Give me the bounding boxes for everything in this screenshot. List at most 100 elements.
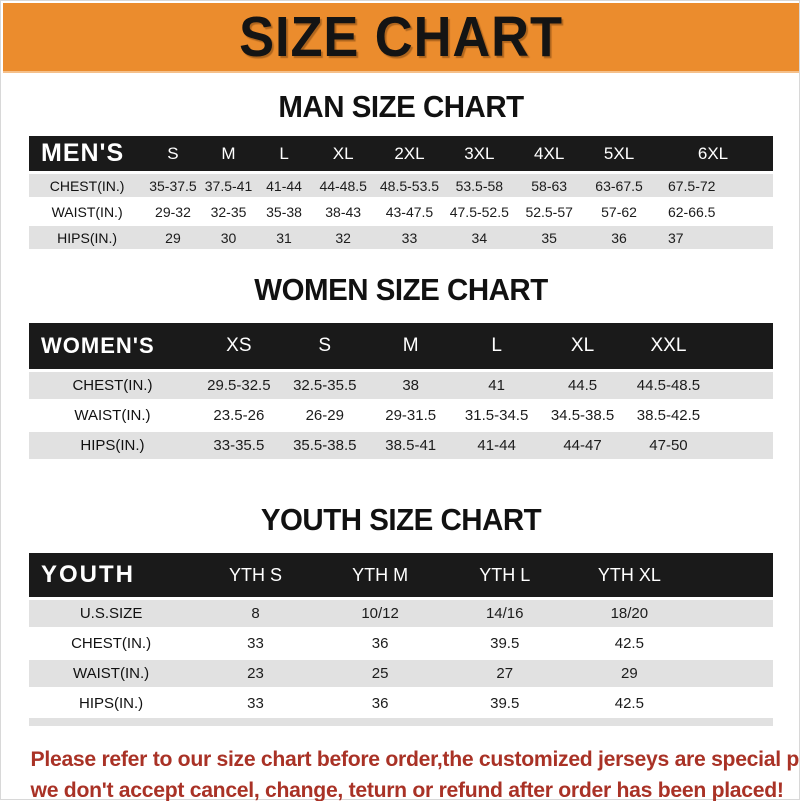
footer-line-1: Please refer to our size chart before or…	[30, 747, 800, 771]
size-value: 27	[442, 660, 568, 687]
row-label: WAIST(IN.)	[29, 200, 146, 223]
size-value: 36	[584, 226, 654, 249]
table-header-row: WOMEN'S XS S M L XL XXL	[29, 323, 773, 369]
size-value: 35-37.5	[145, 174, 201, 197]
size-value: 39.5	[442, 630, 568, 657]
size-value: 23.5-26	[195, 402, 282, 429]
table-row: CHEST(IN.) 33 36 39.5 42.5	[29, 630, 773, 657]
size-value: 38-43	[311, 200, 375, 223]
size-value: 14/16	[442, 600, 568, 627]
size-value: 29-31.5	[367, 402, 454, 429]
size-value: 41-44	[453, 432, 540, 459]
row-label: CHEST(IN.)	[29, 174, 146, 197]
size-value: 29	[145, 226, 201, 249]
table-header-row: MEN'S S M L XL 2XL 3XL 4XL 5XL 6XL	[29, 136, 773, 171]
size-value: 37	[653, 226, 773, 249]
column-header: S	[145, 136, 201, 171]
section-heading-women: WOMEN SIZE CHART	[254, 272, 548, 307]
mens-size-table: MEN'S S M L XL 2XL 3XL 4XL 5XL 6XL CHEST(IN.) 35-37…	[29, 133, 773, 252]
size-value: 33	[374, 226, 445, 249]
size-value: 32.5-35.5	[281, 372, 368, 399]
row-spacer	[691, 630, 773, 657]
size-value: 53.5-58	[444, 174, 515, 197]
womens-size-table: WOMEN'S XS S M L XL XXL CHEST(IN.) 29.5-32.5 32.5…	[29, 320, 773, 462]
row-label: CHEST(IN.)	[29, 372, 196, 399]
youth-table-wrap: YOUTH YTH S YTH M YTH L YTH XL U.S.SIZE 8 10/12…	[29, 550, 773, 720]
size-value: 62-66.5	[653, 200, 773, 223]
size-value: 25	[317, 660, 443, 687]
mens-table-wrap: MEN'S S M L XL 2XL 3XL 4XL 5XL 6XL CHEST(IN.) 35-37…	[29, 133, 773, 252]
row-label: U.S.SIZE	[29, 600, 194, 627]
size-value: 44.5-48.5	[625, 372, 712, 399]
column-header: L	[453, 323, 540, 369]
size-value: 26-29	[281, 402, 368, 429]
size-value: 38	[367, 372, 454, 399]
row-label: HIPS(IN.)	[29, 432, 196, 459]
size-value: 43-47.5	[374, 200, 445, 223]
size-value: 47.5-52.5	[444, 200, 515, 223]
size-value: 23	[193, 660, 318, 687]
table-row: CHEST(IN.) 35-37.5 37.5-41 41-44 44-48.5 48.5…	[29, 174, 773, 197]
size-value: 42.5	[567, 690, 692, 717]
row-spacer	[711, 402, 773, 429]
column-header: L	[256, 136, 312, 171]
size-value: 57-62	[584, 200, 654, 223]
table-row: WAIST(IN.) 29-32 32-35 35-38 38-43 43-47.5 47.…	[29, 200, 773, 223]
row-label: WAIST(IN.)	[29, 402, 196, 429]
row-label: HIPS(IN.)	[29, 690, 194, 717]
size-value: 29-32	[145, 200, 201, 223]
column-header: 4XL	[514, 136, 585, 171]
column-header: XL	[311, 136, 375, 171]
column-header: YTH XL	[567, 553, 692, 597]
row-spacer	[691, 600, 773, 627]
size-value: 29	[567, 660, 692, 687]
column-header: M	[200, 136, 257, 171]
table-corner-label: YOUTH	[29, 553, 194, 597]
column-header: YTH L	[442, 553, 568, 597]
size-value: 33	[193, 690, 318, 717]
page-title: SIZE CHART	[239, 4, 563, 69]
footer-line-2: we don't accept cancel, change, teturn o…	[30, 778, 784, 801]
size-value: 44-48.5	[311, 174, 375, 197]
size-value: 8	[193, 600, 318, 627]
size-value: 42.5	[567, 630, 692, 657]
table-header-row: YOUTH YTH S YTH M YTH L YTH XL	[29, 553, 773, 597]
size-value: 35	[514, 226, 585, 249]
column-header: YTH S	[193, 553, 318, 597]
size-value: 30	[200, 226, 257, 249]
size-value: 41	[453, 372, 540, 399]
size-value: 10/12	[317, 600, 443, 627]
column-header: 5XL	[584, 136, 654, 171]
column-header: M	[367, 323, 454, 369]
header-spacer	[691, 553, 773, 597]
row-spacer	[711, 432, 773, 459]
row-label: CHEST(IN.)	[29, 630, 194, 657]
footer-note: Please refer to our size chart before or…	[1, 744, 800, 801]
column-header: XXL	[625, 323, 712, 369]
section-heading-man: MAN SIZE CHART	[278, 89, 524, 124]
womens-table-wrap: WOMEN'S XS S M L XL XXL CHEST(IN.) 29.5-32.5 32.5…	[29, 320, 773, 462]
table-corner-label: MEN'S	[29, 136, 146, 171]
column-header: 6XL	[653, 136, 773, 171]
size-value: 18/20	[567, 600, 692, 627]
size-value: 63-67.5	[584, 174, 654, 197]
column-header: YTH M	[317, 553, 443, 597]
table-row: U.S.SIZE 8 10/12 14/16 18/20	[29, 600, 773, 627]
table-row: WAIST(IN.) 23.5-26 26-29 29-31.5 31.5-34.5 34…	[29, 402, 773, 429]
size-value: 44.5	[539, 372, 626, 399]
size-value: 52.5-57	[514, 200, 585, 223]
column-header: S	[281, 323, 368, 369]
row-spacer	[711, 372, 773, 399]
header-spacer	[711, 323, 773, 369]
size-value: 32-35	[200, 200, 257, 223]
size-value: 37.5-41	[200, 174, 257, 197]
size-value: 33	[193, 630, 318, 657]
size-value: 33-35.5	[195, 432, 282, 459]
size-value: 34	[444, 226, 515, 249]
size-value: 41-44	[256, 174, 312, 197]
size-value: 34.5-38.5	[539, 402, 626, 429]
table-corner-label: WOMEN'S	[29, 323, 196, 369]
size-value: 31	[256, 226, 312, 249]
table-row: HIPS(IN.) 29 30 31 32 33 34 35 36 37	[29, 226, 773, 249]
